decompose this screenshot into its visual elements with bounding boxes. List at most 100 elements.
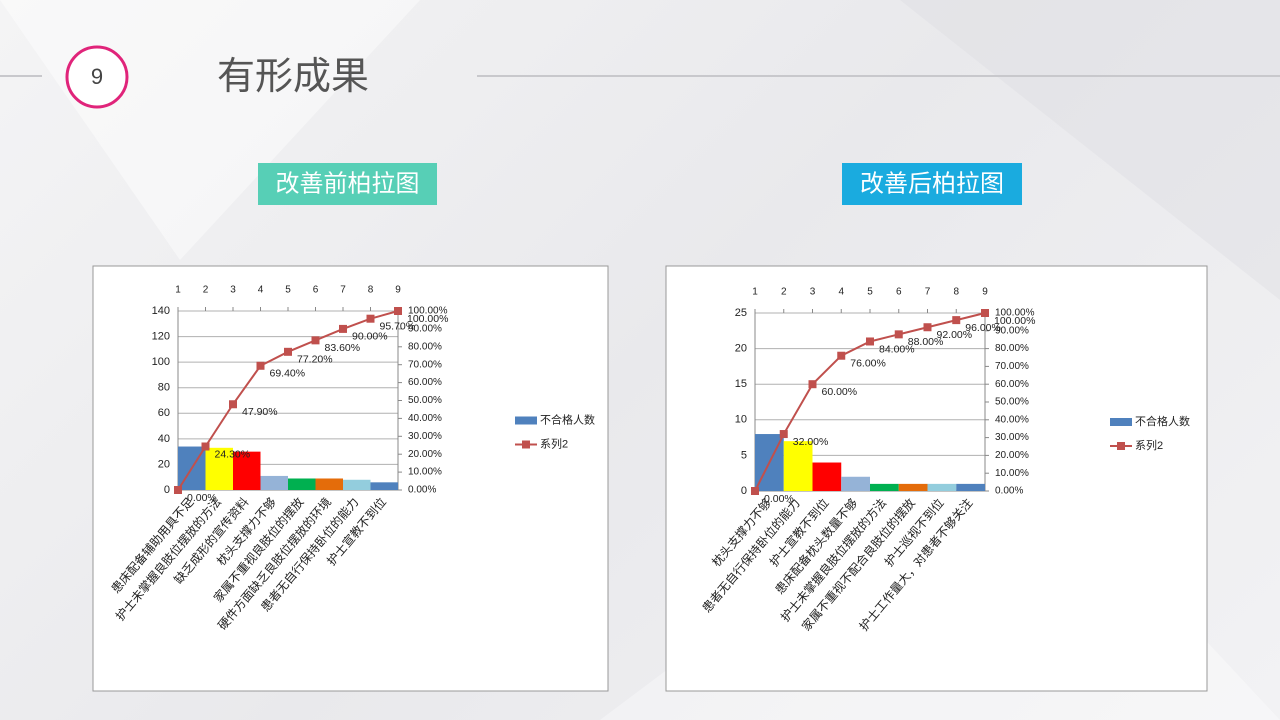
legend-marker — [1117, 442, 1125, 450]
bar — [812, 462, 842, 491]
line-marker — [311, 336, 320, 345]
line-marker — [837, 351, 846, 360]
y-tick-label: 0 — [741, 485, 747, 497]
y2-tick-label: 30.00% — [408, 431, 442, 442]
y2-tick-label: 0.00% — [408, 485, 436, 496]
y2-tick-label: 70.00% — [408, 359, 442, 370]
y-tick-label: 120 — [152, 330, 170, 342]
slide-number: 9 — [91, 64, 103, 89]
y2-tick-label: 80.00% — [995, 343, 1029, 354]
x2-tick-label: 6 — [896, 287, 902, 298]
data-label: 0.00% — [187, 492, 217, 504]
data-label: 47.90% — [242, 406, 278, 418]
bar — [315, 478, 343, 490]
line-marker — [866, 337, 874, 346]
legend-marker — [522, 440, 530, 449]
data-label: 92.00% — [937, 329, 973, 341]
data-label: 96.00% — [965, 322, 1001, 334]
x2-tick-label: 4 — [258, 285, 264, 296]
x2-tick-label: 1 — [752, 287, 758, 298]
y-tick-label: 25 — [735, 307, 747, 319]
y-tick-label: 40 — [158, 433, 170, 445]
x2-tick-label: 6 — [313, 285, 319, 296]
line-marker — [981, 309, 989, 317]
data-label: 84.00% — [879, 343, 915, 355]
line-marker — [894, 330, 903, 339]
line-marker — [952, 316, 961, 325]
line-marker — [229, 400, 237, 409]
y2-tick-label: 20.00% — [995, 450, 1029, 461]
line-marker — [923, 323, 932, 332]
y2-tick-label: 100.00% — [408, 306, 448, 317]
bar — [343, 479, 371, 490]
y2-tick-label: 50.00% — [995, 397, 1029, 408]
x2-tick-label: 1 — [175, 285, 181, 296]
x2-tick-label: 7 — [925, 287, 931, 298]
chart-title: 改善后柏拉图 — [860, 170, 1004, 197]
y2-tick-label: 90.00% — [408, 324, 442, 335]
bar — [233, 451, 261, 490]
bar — [898, 483, 928, 491]
x2-tick-label: 9 — [982, 287, 988, 298]
chart-title-box — [258, 163, 437, 205]
data-label: 32.00% — [793, 436, 829, 448]
chart-title-box — [842, 163, 1022, 205]
x2-tick-label: 5 — [867, 287, 873, 298]
y2-tick-label: 90.00% — [995, 325, 1029, 336]
data-label: 88.00% — [908, 336, 944, 348]
line-marker — [284, 347, 292, 356]
x2-tick-label: 8 — [368, 285, 374, 296]
y-tick-label: 0 — [164, 484, 170, 496]
line-marker — [339, 324, 347, 333]
x2-tick-label: 7 — [340, 285, 346, 296]
line-marker — [394, 307, 402, 315]
y-tick-label: 80 — [158, 382, 170, 394]
y2-tick-label: 50.00% — [408, 395, 442, 406]
legend-label: 不合格人数 — [1135, 414, 1190, 428]
y2-tick-label: 30.00% — [995, 432, 1029, 443]
y2-tick-label: 60.00% — [995, 379, 1029, 390]
y2-tick-label: 0.00% — [995, 486, 1023, 497]
bar — [783, 441, 813, 491]
bar — [288, 478, 316, 490]
y-tick-label: 100 — [152, 356, 170, 368]
y-tick-label: 20 — [735, 343, 747, 355]
y2-tick-label: 10.00% — [408, 467, 442, 478]
y-tick-label: 140 — [152, 305, 170, 317]
bar — [260, 475, 288, 490]
y-tick-label: 60 — [158, 407, 170, 419]
bar — [927, 483, 957, 491]
x2-tick-label: 3 — [230, 285, 236, 296]
number-badge — [65, 45, 129, 109]
x2-tick-label: 2 — [781, 287, 787, 298]
slide-title: 有形成果 — [217, 56, 369, 98]
data-label: 0.00% — [764, 493, 794, 505]
data-label: 77.20% — [297, 354, 333, 366]
x2-tick-label: 2 — [203, 285, 209, 296]
chart-title: 改善前柏拉图 — [276, 170, 420, 197]
y2-tick-label: 10.00% — [995, 468, 1029, 479]
data-label: 60.00% — [822, 386, 858, 398]
data-label: 100.00% — [994, 315, 1035, 327]
data-label: 76.00% — [850, 358, 886, 370]
x2-tick-label: 5 — [285, 285, 291, 296]
bar — [870, 483, 899, 491]
line-marker — [751, 487, 759, 495]
data-label: 69.40% — [270, 368, 306, 380]
legend-label: 系列2 — [1135, 438, 1163, 452]
y2-tick-label: 60.00% — [408, 377, 442, 388]
line-marker — [201, 442, 210, 451]
y2-tick-label: 80.00% — [408, 341, 442, 352]
bar — [841, 476, 870, 491]
line-marker — [779, 430, 788, 439]
data-label: 83.60% — [325, 342, 361, 354]
x2-tick-label: 4 — [838, 287, 844, 298]
data-label: 24.30% — [215, 448, 251, 460]
bar — [956, 483, 985, 491]
x2-tick-label: 9 — [395, 285, 401, 296]
y2-tick-label: 20.00% — [408, 449, 442, 460]
data-label: 100.00% — [407, 313, 448, 325]
